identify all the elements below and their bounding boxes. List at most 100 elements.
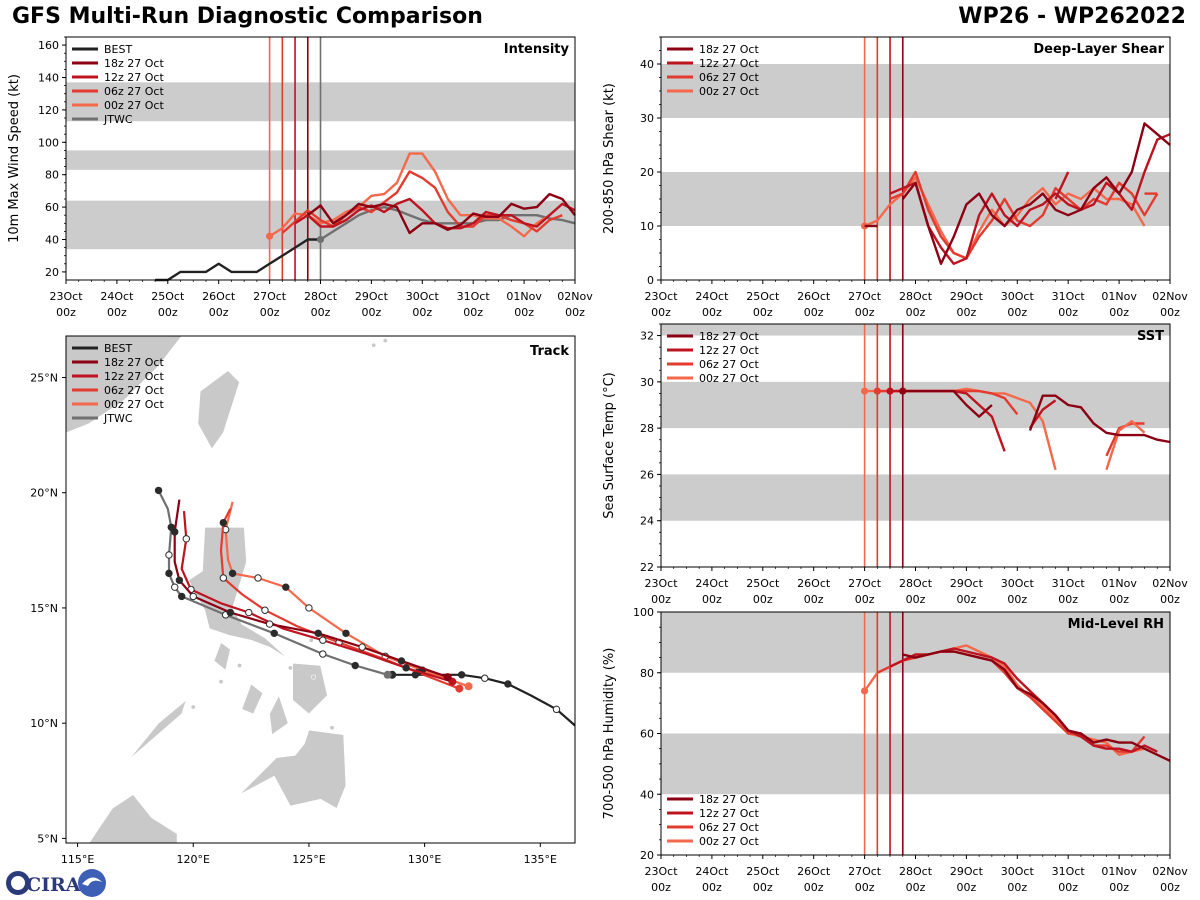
sst-ytick-label: 30 <box>640 376 654 389</box>
track-landmass <box>239 729 347 809</box>
track-ytick-label: 5°N <box>37 832 58 845</box>
shear-legend-label: 06z 27 Oct <box>699 71 759 84</box>
track-xtick-label: 135°E <box>524 853 557 866</box>
storm-id: WP26 - WP262022 <box>958 4 1186 29</box>
rh-xtick-label: 29Oct <box>950 865 984 878</box>
track-ytick-label: 15°N <box>30 602 58 615</box>
rh-xtick-label: 23Oct <box>644 865 678 878</box>
intensity-ytick-label: 60 <box>45 201 59 214</box>
sst-xtick-hour-label: 00z <box>1058 593 1078 606</box>
shear-ytick-label: 10 <box>640 220 654 233</box>
track-start-marker <box>383 670 392 679</box>
intensity-xtick-hour-label: 00z <box>412 306 432 319</box>
intensity-xtick-hour-label: 00z <box>56 306 76 319</box>
intensity-series-00z <box>268 152 551 238</box>
track-legend-label: 00z 27 Oct <box>104 398 164 411</box>
rh-xtick-hour-label: 00z <box>1109 881 1129 894</box>
track-island <box>218 679 224 685</box>
track-marker-filled <box>351 661 359 670</box>
track-landmass <box>66 336 183 434</box>
shear-title: Deep-Layer Shear <box>1033 42 1164 57</box>
track-land-layer <box>66 336 388 843</box>
sst-xtick-hour-label: 00z <box>702 593 722 606</box>
rh-ytick-label: 80 <box>640 667 654 680</box>
sst-xtick-hour-label: 00z <box>1109 593 1129 606</box>
sst-xtick-label: 25Oct <box>746 577 780 590</box>
rh-ytick-label: 20 <box>640 849 654 862</box>
shear-xtick-hour-label: 00z <box>1058 306 1078 319</box>
intensity-xtick-hour-label: 00z <box>260 306 280 319</box>
intensity-series-start-marker <box>316 235 325 244</box>
intensity-ytick-label: 80 <box>45 169 59 182</box>
rh-title: Mid-Level RH <box>1068 617 1164 632</box>
rh-xtick-hour-label: 00z <box>957 881 977 894</box>
rh-xtick-hour-label: 00z <box>804 881 824 894</box>
logo-inner-icon <box>11 876 25 890</box>
intensity-series-start-marker <box>266 232 274 240</box>
shear-xtick-label: 31Oct <box>1052 290 1086 303</box>
intensity-legend-label: 12z 27 Oct <box>104 71 164 84</box>
sst-xtick-hour-label: 00z <box>855 593 875 606</box>
cira-logo: CIRA <box>6 869 106 897</box>
rh-series-start-marker <box>861 687 869 695</box>
shear-band <box>661 64 1170 118</box>
sst-xtick-hour-label: 00z <box>651 593 671 606</box>
shear-series-12z <box>889 133 1171 265</box>
shear-xtick-hour-label: 00z <box>957 306 977 319</box>
shear-xtick-hour-label: 00z <box>1160 306 1180 319</box>
shear-xtick-label: 25Oct <box>746 290 780 303</box>
intensity-xtick-hour-label: 00z <box>514 306 534 319</box>
shear-legend-label: 00z 27 Oct <box>699 85 759 98</box>
track-legend-label: JTWC <box>103 412 133 425</box>
intensity-xtick-hour-label: 00z <box>565 306 585 319</box>
track-ytick-label: 25°N <box>30 371 58 384</box>
intensity-xtick-label: 02Nov <box>557 290 593 303</box>
intensity-xtick-label: 27Oct <box>253 290 287 303</box>
sst-xtick-hour-label: 00z <box>804 593 824 606</box>
track-island <box>311 674 317 680</box>
sst-ytick-label: 24 <box>640 515 654 528</box>
intensity-ytick-label: 160 <box>38 39 59 52</box>
sst-xtick-label: 27Oct <box>848 577 882 590</box>
shear-xtick-label: 27Oct <box>848 290 882 303</box>
track-marker-open <box>319 636 327 644</box>
shear-ytick-label: 0 <box>647 274 654 287</box>
track-xtick-label: 115°E <box>61 853 94 866</box>
shear-series-06z <box>889 170 1159 260</box>
shear-xtick-hour-label: 00z <box>804 306 824 319</box>
sst-xtick-label: 23Oct <box>644 577 678 590</box>
intensity-legend-label: JTWC <box>103 113 133 126</box>
intensity-ytick-label: 100 <box>38 136 59 149</box>
rh-xtick-label: 30Oct <box>1001 865 1035 878</box>
intensity-legend-label: 06z 27 Oct <box>104 85 164 98</box>
track-island <box>308 637 314 643</box>
shear-xtick-label: 30Oct <box>1001 290 1035 303</box>
sst-xtick-label: 31Oct <box>1052 577 1086 590</box>
track-series-00z <box>224 501 469 688</box>
sst-series-18z <box>1028 394 1171 444</box>
rh-xtick-hour-label: 00z <box>1058 881 1078 894</box>
track-frame <box>65 335 576 844</box>
sst-xtick-hour-label: 00z <box>906 593 926 606</box>
track-landmass <box>269 694 289 736</box>
track-start-marker <box>443 673 452 682</box>
track-series-BEST <box>392 673 575 727</box>
sst-xtick-hour-label: 00z <box>1007 593 1027 606</box>
rh-ytick-label: 100 <box>633 606 654 619</box>
intensity-series-18z <box>307 192 576 235</box>
track-marker-filled <box>226 608 234 617</box>
track-landmass <box>213 642 231 671</box>
intensity-legend-label: 00z 27 Oct <box>104 99 164 112</box>
sst-xtick-hour-label: 00z <box>1160 593 1180 606</box>
shear-xtick-label: 28Oct <box>899 290 933 303</box>
rh-xtick-label: 25Oct <box>746 865 780 878</box>
intensity-xtick-label: 24Oct <box>100 290 134 303</box>
track-island <box>190 704 196 710</box>
track-marker-filled <box>228 569 237 578</box>
track-island <box>287 665 293 671</box>
rh-xtick-hour-label: 00z <box>651 881 671 894</box>
shear-ytick-label: 30 <box>640 112 654 125</box>
track-legend-label: 06z 27 Oct <box>104 384 164 397</box>
track-ytick-label: 20°N <box>30 487 58 500</box>
